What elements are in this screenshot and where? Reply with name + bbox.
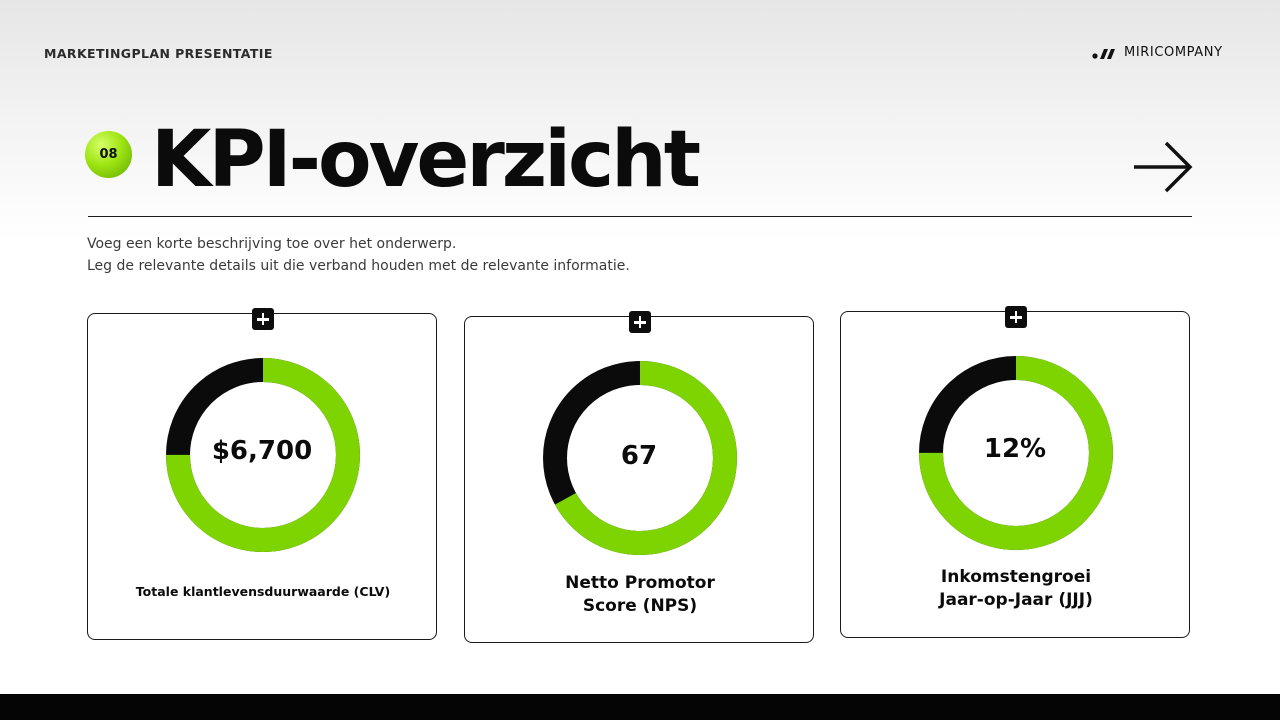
kpi-label: Netto Promotor Score (NPS) (475, 572, 805, 618)
donut-chart (166, 358, 360, 552)
presentation-title: MARKETINGPLAN PRESENTATIE (44, 46, 273, 61)
donut-progress (543, 361, 737, 555)
kpi-card-clv: $6,700 Totale klantlevensduurwaarde (CLV… (87, 308, 437, 640)
kpi-label: Totale klantlevensduurwaarde (CLV) (135, 584, 391, 599)
arrow-right-icon[interactable] (1132, 140, 1194, 194)
donut-progress (166, 358, 360, 552)
slide-number-badge: 08 (85, 131, 132, 178)
kpi-value: 12% (983, 434, 1047, 464)
add-button[interactable] (252, 308, 274, 330)
kpi-label-line: Netto Promotor (565, 573, 715, 593)
kpi-label: Inkomstengroei Jaar-op-Jaar (JJJ) (851, 566, 1181, 612)
add-button[interactable] (629, 311, 651, 333)
description-line: Leg de relevante details uit die verband… (87, 257, 630, 274)
donut-chart (919, 356, 1113, 550)
kpi-label-line: Inkomstengroei (940, 567, 1092, 587)
footer-bar (0, 694, 1280, 720)
kpi-label-line: Jaar-op-Jaar (JJJ) (939, 590, 1093, 610)
kpi-value: 67 (620, 441, 658, 471)
title-divider (88, 216, 1192, 217)
kpi-value: $6,700 (211, 436, 313, 466)
page-title: KPI-overzicht (151, 115, 701, 205)
donut-chart (543, 361, 737, 555)
kpi-label-line: Score (NPS) (582, 596, 698, 616)
description: Voeg een korte beschrijving toe over het… (87, 234, 630, 277)
description-line: Voeg een korte beschrijving toe over het… (87, 236, 457, 252)
brand-name: MIRICOMPANY (1124, 45, 1223, 60)
brand: MIRICOMPANY (1092, 45, 1223, 60)
brand-logo-icon (1092, 48, 1115, 59)
kpi-card-nps: 67 Netto Promotor Score (NPS) (464, 311, 814, 643)
add-button[interactable] (1005, 306, 1027, 328)
kpi-card-jjj: 12% Inkomstengroei Jaar-op-Jaar (JJJ) (840, 306, 1190, 638)
donut-progress (919, 356, 1113, 550)
